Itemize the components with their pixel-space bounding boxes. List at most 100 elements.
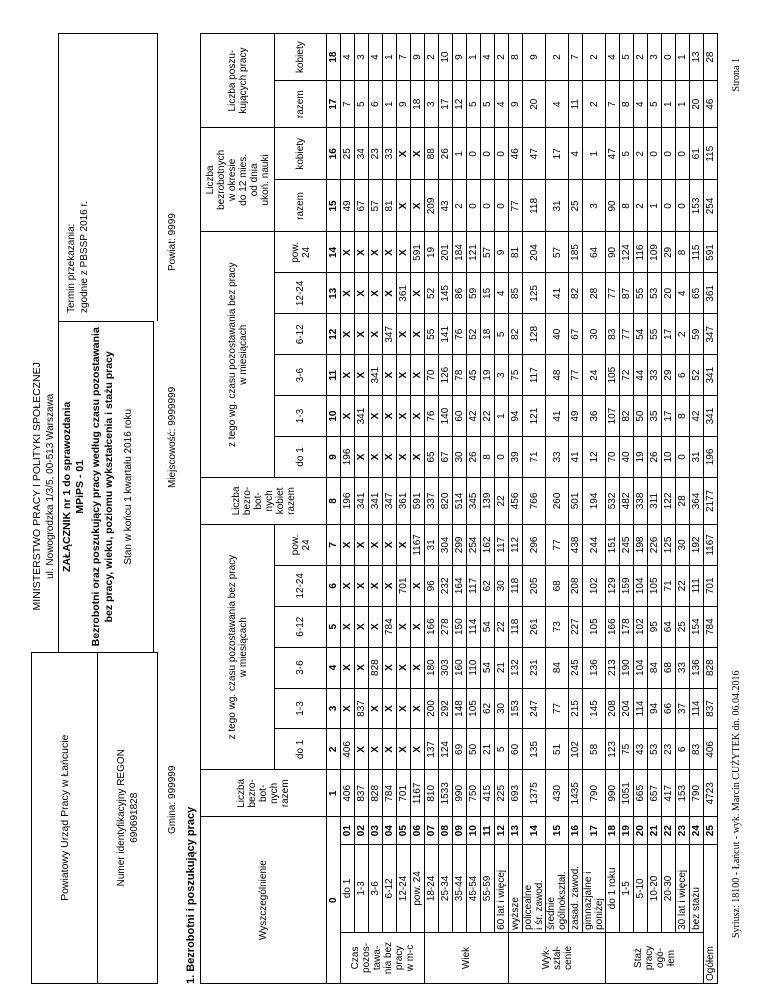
data-cell: 26	[466, 436, 481, 478]
data-cell: 50	[633, 395, 648, 437]
header-sub-months: 1-3	[274, 688, 327, 729]
data-cell: 82	[568, 272, 583, 314]
data-cell: X	[410, 436, 425, 478]
data-cell: 148	[452, 688, 467, 729]
data-cell: 260	[545, 477, 569, 525]
row-number: 15	[545, 816, 569, 845]
column-number: 12	[326, 313, 341, 355]
data-cell: X	[410, 313, 425, 355]
data-cell: 22	[494, 477, 509, 525]
data-cell: 341	[368, 354, 383, 396]
data-cell: 145	[438, 272, 453, 314]
data-cell: 18	[480, 313, 495, 355]
data-cell: 77	[508, 179, 523, 232]
data-cell: X	[368, 436, 383, 478]
data-cell: 31	[424, 524, 439, 566]
data-cell: X	[354, 524, 369, 566]
row-number: 20	[633, 816, 648, 845]
header-sub-kobiety: kobiety	[274, 127, 327, 180]
data-cell: 8	[675, 395, 690, 437]
row-number: 23	[675, 816, 690, 845]
data-cell: 19	[633, 436, 648, 478]
data-cell: X	[396, 232, 411, 273]
data-cell: 110	[466, 647, 481, 689]
data-cell: X	[396, 688, 411, 729]
row-label: 25-34	[438, 844, 453, 933]
data-cell: 102	[568, 728, 583, 770]
row-label: zasad. zawod.	[568, 844, 583, 933]
data-cell: 45	[466, 354, 481, 396]
data-cell: 153	[675, 769, 690, 817]
data-cell: 204	[522, 232, 546, 273]
data-cell: 22	[675, 565, 690, 607]
data-cell: 121	[522, 395, 546, 437]
data-cell: 29	[661, 232, 676, 273]
data-cell: X	[382, 728, 397, 770]
data-cell: X	[368, 565, 383, 607]
data-cell: 5	[494, 728, 509, 770]
data-cell: 194	[582, 477, 606, 525]
data-cell: 8	[480, 436, 495, 478]
data-cell: 591	[703, 232, 718, 273]
row-number: 24	[689, 816, 704, 845]
data-cell: 21	[494, 647, 509, 689]
data-cell: 40	[619, 436, 634, 478]
data-cell: 406	[340, 728, 355, 770]
section-title: 1. Bezrobotni i poszukujący pracy	[185, 806, 197, 984]
data-cell: 341	[354, 395, 369, 437]
column-number: 7	[326, 524, 341, 566]
data-cell: X	[396, 395, 411, 437]
header-group-graduates: Liczba bezrobotnych w okresie do 12 mies…	[200, 127, 275, 232]
data-cell: 1051	[619, 769, 634, 817]
data-cell: X	[368, 524, 383, 566]
data-cell: X	[410, 354, 425, 396]
data-cell: 65	[424, 436, 439, 478]
data-cell: 1	[661, 80, 676, 128]
data-cell: 22	[494, 606, 509, 648]
data-cell: 22	[480, 395, 495, 437]
data-cell: 26	[438, 127, 453, 180]
data-cell: X	[382, 647, 397, 689]
data-cell: 226	[647, 524, 662, 566]
data-cell: 2	[582, 33, 606, 81]
data-cell: 49	[340, 179, 355, 232]
data-cell: 5	[619, 127, 634, 180]
data-cell: 7	[568, 33, 583, 81]
data-cell: 232	[438, 565, 453, 607]
data-cell: X	[410, 728, 425, 770]
data-cell: 790	[582, 769, 606, 817]
data-cell: 341	[703, 354, 718, 396]
data-cell: 23	[368, 127, 383, 180]
data-cell: 261	[522, 606, 546, 648]
data-cell: X	[340, 565, 355, 607]
data-cell: 9	[452, 33, 467, 81]
data-cell: 456	[508, 477, 523, 525]
data-cell: 5	[619, 33, 634, 81]
data-cell: 71	[522, 436, 546, 478]
data-cell: 136	[582, 647, 606, 689]
data-cell: 5	[466, 80, 481, 128]
total-row-label: Ogółem	[703, 844, 718, 984]
data-cell: 44	[633, 354, 648, 396]
data-cell: X	[354, 272, 369, 314]
data-cell: 9	[508, 80, 523, 128]
data-cell: 12	[582, 436, 606, 478]
data-cell: 828	[703, 647, 718, 689]
data-cell: 17	[661, 395, 676, 437]
data-cell: 304	[438, 524, 453, 566]
form-title-box: ZAŁĄCZNIK nr 1 do sprawozdania MPiPS - 0…	[58, 321, 154, 653]
table-row: gimnazjalne i poniżej 17 790 58 145 136 105 102…	[582, 33, 606, 984]
data-cell: 84	[647, 647, 662, 689]
deadline-box: Termin przekazania: zgodnie z PBSSP 2016…	[58, 33, 158, 322]
column-number: 4	[326, 647, 341, 689]
ministry-column: MINISTERSTWO PRACY I POLITYKI SPOŁECZNEJ…	[31, 321, 158, 653]
data-cell: X	[354, 354, 369, 396]
row-label: 20-30	[661, 844, 676, 933]
data-cell: 10	[438, 33, 453, 81]
row-number: 14	[522, 816, 546, 845]
data-cell: 115	[703, 127, 718, 180]
header-col-women: Liczba bezro- bot- nych kobiet razem	[200, 477, 327, 525]
data-cell: 347	[382, 313, 397, 355]
data-cell: 1167	[410, 769, 425, 817]
